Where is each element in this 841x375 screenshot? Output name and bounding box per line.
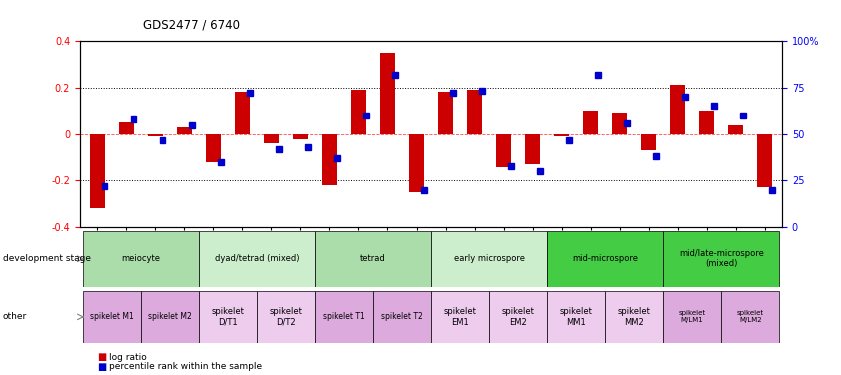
Bar: [624, 120, 630, 126]
Bar: [380, 53, 394, 134]
Bar: [664, 231, 780, 287]
Bar: [82, 231, 198, 287]
Bar: [700, 111, 714, 134]
Text: spikelet M2: spikelet M2: [148, 312, 192, 321]
Bar: [664, 291, 722, 343]
Text: spikelet T2: spikelet T2: [381, 312, 423, 321]
Text: spikelet T1: spikelet T1: [323, 312, 365, 321]
Bar: [508, 163, 514, 168]
Bar: [334, 155, 340, 161]
Bar: [90, 134, 104, 209]
Bar: [420, 187, 426, 193]
Bar: [431, 291, 489, 343]
Bar: [315, 291, 373, 343]
Bar: [140, 291, 198, 343]
Bar: [489, 291, 547, 343]
Bar: [612, 113, 627, 134]
Text: early microspore: early microspore: [453, 254, 525, 263]
Bar: [294, 134, 308, 139]
Bar: [479, 88, 484, 94]
Bar: [728, 125, 743, 134]
Bar: [160, 137, 166, 142]
Text: GDS2477 / 6740: GDS2477 / 6740: [143, 19, 240, 32]
Bar: [315, 231, 431, 287]
Bar: [450, 90, 456, 96]
Text: mid/late-microspore
(mixed): mid/late-microspore (mixed): [679, 249, 764, 268]
Bar: [235, 92, 250, 134]
Bar: [218, 159, 224, 165]
Bar: [362, 112, 368, 118]
Bar: [758, 134, 772, 188]
Bar: [352, 90, 366, 134]
Bar: [468, 90, 482, 134]
Bar: [410, 134, 424, 192]
Bar: [496, 134, 510, 166]
Text: ■: ■: [97, 352, 106, 362]
Bar: [653, 153, 659, 159]
Text: spikelet
M/LM1: spikelet M/LM1: [679, 310, 706, 323]
Bar: [682, 94, 688, 100]
Bar: [392, 72, 398, 78]
Text: spikelet
EM1: spikelet EM1: [443, 307, 477, 327]
Bar: [148, 134, 162, 136]
Text: spikelet
EM2: spikelet EM2: [501, 307, 535, 327]
Bar: [740, 112, 746, 118]
Text: development stage: development stage: [3, 254, 91, 263]
Bar: [177, 127, 192, 134]
Bar: [769, 187, 775, 193]
Bar: [206, 134, 220, 162]
Bar: [264, 134, 278, 143]
Bar: [102, 183, 108, 189]
Bar: [526, 134, 540, 164]
Bar: [198, 291, 257, 343]
Text: spikelet
D/T1: spikelet D/T1: [211, 307, 245, 327]
Text: spikelet M1: spikelet M1: [90, 312, 134, 321]
Bar: [547, 231, 664, 287]
Text: spikelet
M/LM2: spikelet M/LM2: [737, 310, 764, 323]
Bar: [304, 144, 310, 150]
Bar: [82, 291, 140, 343]
Bar: [119, 123, 134, 134]
Bar: [595, 72, 600, 78]
Bar: [566, 137, 572, 142]
Bar: [373, 291, 431, 343]
Bar: [642, 134, 656, 150]
Bar: [431, 231, 547, 287]
Text: tetrad: tetrad: [360, 254, 386, 263]
Text: mid-microspore: mid-microspore: [572, 254, 638, 263]
Text: log ratio: log ratio: [109, 352, 147, 362]
Bar: [537, 168, 542, 174]
Bar: [554, 134, 569, 136]
Bar: [670, 86, 685, 134]
Bar: [584, 111, 598, 134]
Text: spikelet
MM2: spikelet MM2: [617, 307, 651, 327]
Text: meiocyte: meiocyte: [121, 254, 161, 263]
Bar: [547, 291, 606, 343]
Text: spikelet
MM1: spikelet MM1: [559, 307, 593, 327]
Bar: [246, 90, 252, 96]
Bar: [188, 122, 194, 128]
Text: spikelet
D/T2: spikelet D/T2: [269, 307, 303, 327]
Bar: [257, 291, 315, 343]
Text: other: other: [3, 312, 27, 321]
Bar: [276, 146, 282, 152]
Bar: [711, 104, 717, 109]
Text: ■: ■: [97, 362, 106, 372]
Text: percentile rank within the sample: percentile rank within the sample: [109, 362, 262, 371]
Text: dyad/tetrad (mixed): dyad/tetrad (mixed): [214, 254, 299, 263]
Bar: [438, 92, 452, 134]
Bar: [606, 291, 664, 343]
Bar: [198, 231, 315, 287]
Bar: [322, 134, 336, 185]
Bar: [130, 116, 136, 122]
Bar: [722, 291, 780, 343]
